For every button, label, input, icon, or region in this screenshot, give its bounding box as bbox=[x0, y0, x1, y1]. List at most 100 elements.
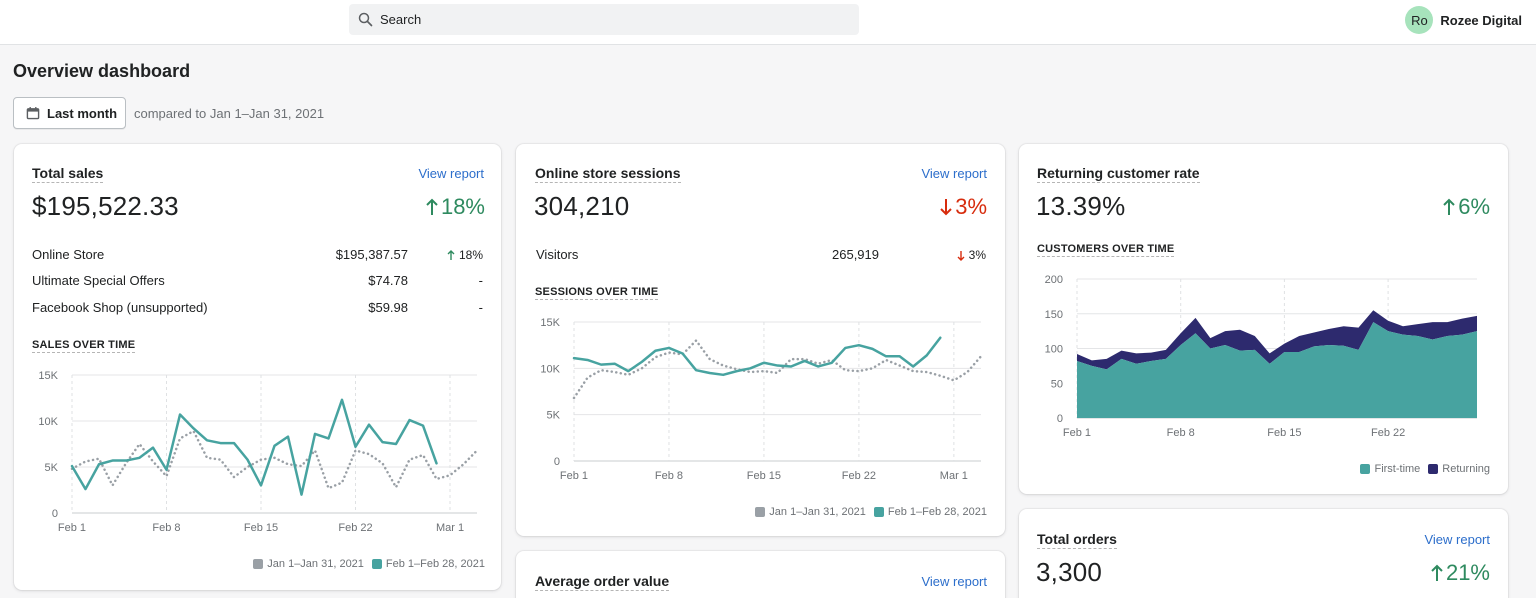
chart-legend: Jan 1–Jan 31, 2021 Feb 1–Feb 28, 2021 bbox=[747, 506, 987, 518]
arrow-up-icon bbox=[426, 198, 438, 215]
legend-item-returning: Returning bbox=[1428, 463, 1490, 475]
y-tick-label: 0 bbox=[1057, 413, 1063, 425]
x-tick-label: Feb 15 bbox=[747, 470, 781, 482]
total-orders-card: Total orders View report 3,300 21% bbox=[1019, 509, 1508, 598]
y-tick-label: 15K bbox=[540, 317, 560, 329]
y-tick-label: 0 bbox=[554, 456, 560, 468]
search-icon bbox=[358, 12, 373, 27]
x-tick-label: Feb 8 bbox=[655, 470, 683, 482]
series-line-current bbox=[70, 398, 438, 496]
calendar-icon bbox=[26, 107, 40, 120]
total-sales-value: $195,522.33 bbox=[32, 191, 179, 221]
arrow-down-icon bbox=[940, 199, 952, 216]
card-title[interactable]: Average order value bbox=[535, 573, 670, 591]
orders-trend: 21% bbox=[1430, 560, 1490, 586]
x-tick-label: Mar 1 bbox=[940, 470, 968, 482]
view-report-link[interactable]: View report bbox=[921, 574, 987, 589]
compare-text: compared to Jan 1–Jan 31, 2021 bbox=[134, 106, 325, 121]
x-tick-label: Feb 22 bbox=[842, 470, 876, 482]
user-menu[interactable]: Ro Rozee Digital bbox=[1405, 6, 1522, 34]
y-tick-label: 15K bbox=[38, 370, 58, 382]
sessions-card: Online store sessions View report 304,21… bbox=[516, 144, 1005, 536]
x-tick-label: Feb 15 bbox=[244, 522, 278, 534]
x-tick-label: Feb 8 bbox=[152, 522, 180, 534]
chart-legend: Jan 1–Jan 31, 2021 Feb 1–Feb 28, 2021 bbox=[245, 558, 485, 570]
card-title[interactable]: Online store sessions bbox=[535, 165, 681, 183]
user-name[interactable]: Rozee Digital bbox=[1440, 12, 1522, 28]
legend-item-current: Feb 1–Feb 28, 2021 bbox=[371, 558, 485, 570]
trend-value: 18% bbox=[440, 194, 485, 219]
search-input[interactable]: Search bbox=[380, 12, 422, 27]
arrow-up-icon bbox=[1443, 198, 1455, 215]
y-tick-label: 100 bbox=[1045, 344, 1063, 356]
legend-item-previous: Jan 1–Jan 31, 2021 bbox=[755, 506, 866, 518]
returning-trend: 6% bbox=[1442, 194, 1490, 220]
card-title[interactable]: Total sales bbox=[32, 165, 104, 183]
card-title[interactable]: Total orders bbox=[1037, 531, 1117, 549]
date-range-button[interactable]: Last month bbox=[13, 97, 126, 129]
x-tick-label: Feb 22 bbox=[1371, 427, 1405, 439]
chart-section-label: SALES OVER TIME bbox=[32, 339, 136, 353]
legend-item-previous: Jan 1–Jan 31, 2021 bbox=[253, 558, 364, 570]
series-line-current bbox=[572, 336, 942, 377]
trend-value: 6% bbox=[1458, 194, 1490, 219]
sessions-value: 304,210 bbox=[534, 191, 630, 221]
x-tick-label: Feb 1 bbox=[560, 470, 588, 482]
area-returning bbox=[1077, 310, 1477, 370]
breakdown-value: $74.78 bbox=[368, 273, 408, 288]
chart-section-label: SESSIONS OVER TIME bbox=[535, 286, 659, 300]
y-tick-label: 10K bbox=[540, 363, 560, 375]
breakdown-change: - bbox=[478, 300, 483, 315]
legend-item-current: Feb 1–Feb 28, 2021 bbox=[873, 506, 987, 518]
y-tick-label: 50 bbox=[1051, 378, 1063, 390]
aov-card: Average order value View report bbox=[516, 551, 1005, 598]
chart-section-label: CUSTOMERS OVER TIME bbox=[1037, 243, 1175, 257]
returning-customer-card: Returning customer rate 13.39% 6% CUSTOM… bbox=[1019, 144, 1508, 494]
breakdown-value: $195,387.57 bbox=[335, 247, 408, 262]
breakdown-label: Visitors bbox=[536, 247, 579, 262]
breakdown-change: - bbox=[478, 273, 483, 288]
page-title: Overview dashboard bbox=[13, 61, 191, 81]
trend-value: 21% bbox=[1445, 560, 1490, 585]
date-range-label: Last month bbox=[47, 105, 118, 121]
x-tick-label: Feb 22 bbox=[338, 522, 372, 534]
y-tick-label: 150 bbox=[1045, 309, 1063, 321]
y-tick-label: 5K bbox=[45, 462, 59, 474]
arrow-up-icon bbox=[447, 249, 455, 260]
view-report-link[interactable]: View report bbox=[418, 166, 484, 181]
x-tick-label: Mar 1 bbox=[436, 522, 464, 534]
area-first-time bbox=[1077, 322, 1477, 418]
card-title[interactable]: Returning customer rate bbox=[1037, 165, 1200, 183]
breakdown-value: 265,919 bbox=[832, 247, 879, 262]
search-bar[interactable]: Search bbox=[349, 4, 859, 35]
breakdown-value: $59.98 bbox=[368, 300, 408, 315]
breakdown-change: 18% bbox=[424, 248, 483, 262]
x-tick-label: Feb 1 bbox=[1063, 427, 1091, 439]
x-tick-label: Feb 15 bbox=[1267, 427, 1301, 439]
breakdown-label: Ultimate Special Offers bbox=[32, 273, 165, 288]
total-sales-card: Total sales View report $195,522.33 18% … bbox=[14, 144, 501, 590]
y-tick-label: 200 bbox=[1045, 274, 1063, 286]
trend-value: 3% bbox=[955, 194, 987, 219]
returning-rate-value: 13.39% bbox=[1036, 191, 1126, 221]
series-line-previous bbox=[70, 429, 479, 490]
chart-legend: First-time Returning bbox=[1352, 463, 1490, 475]
total-sales-trend: 18% bbox=[425, 194, 485, 220]
arrow-up-icon bbox=[1431, 564, 1443, 581]
view-report-link[interactable]: View report bbox=[921, 166, 987, 181]
legend-item-first-time: First-time bbox=[1360, 463, 1420, 475]
view-report-link[interactable]: View report bbox=[1424, 532, 1490, 547]
y-tick-label: 5K bbox=[547, 410, 561, 422]
series-line-previous bbox=[572, 339, 983, 400]
y-tick-label: 0 bbox=[52, 508, 58, 520]
breakdown-label: Online Store bbox=[32, 247, 105, 262]
x-tick-label: Feb 8 bbox=[1167, 427, 1195, 439]
breakdown-label: Facebook Shop (unsupported) bbox=[32, 300, 208, 315]
customers-over-time-chart: 0 50 100 150 200 Feb 1 Feb 8 Feb 15 Feb 22 bbox=[1045, 274, 1477, 439]
sales-over-time-chart: 0 5K 10K 15K Feb 1 Feb 8 Feb 15 Feb 22 Mar 1 bbox=[38, 370, 479, 534]
arrow-down-icon bbox=[957, 250, 965, 261]
sessions-trend: 3% bbox=[939, 194, 987, 220]
total-orders-value: 3,300 bbox=[1036, 557, 1103, 587]
avatar[interactable]: Ro bbox=[1405, 6, 1434, 34]
sessions-over-time-chart: 0 5K 10K 15K Feb 1 Feb 8 Feb 15 Feb 22 Mar 1 bbox=[540, 317, 983, 482]
